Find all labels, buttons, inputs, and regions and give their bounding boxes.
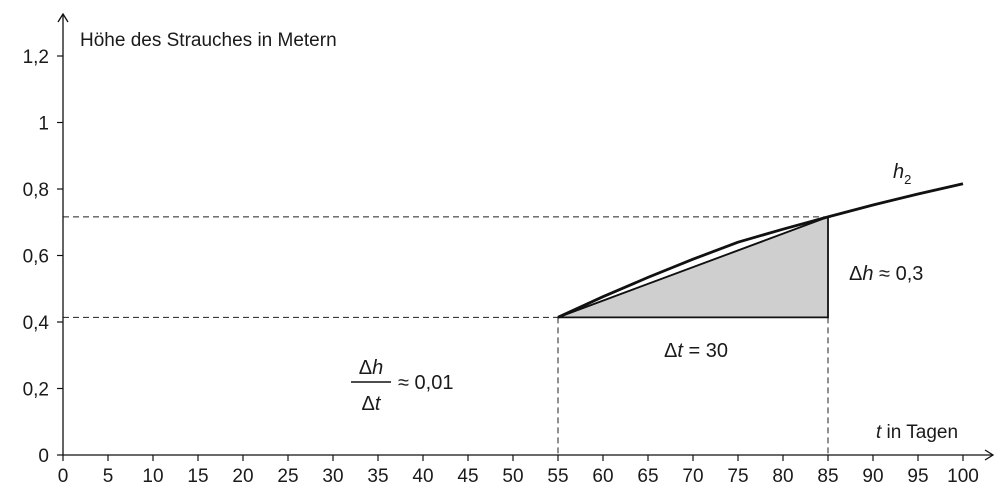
frac-num-prefix: Δ [359,357,372,379]
delta-t-label: Δt = 30 [664,340,728,362]
x-tick-label: 80 [772,466,793,487]
delta-t-prefix: Δ [664,340,677,362]
x-tick-label: 25 [277,466,298,487]
x-axis-variable: t [876,422,882,443]
delta-h-var: h [862,263,873,285]
x-tick-label: 100 [947,466,979,487]
delta-t-var: t [677,340,684,362]
delta-h-label: Δh ≈ 0,3 [849,263,923,285]
y-tick-label: 1 [38,114,49,135]
x-tick-label: 90 [862,466,883,487]
x-tick-label: 50 [502,466,523,487]
secant-line [557,216,829,319]
dashed-guides [63,216,829,455]
x-tick-label: 10 [142,466,163,487]
x-tick-label: 60 [592,466,613,487]
x-tick-label: 85 [817,466,838,487]
x-tick-label: 5 [103,466,114,487]
y-axis-label: Höhe des Strauches in Metern [80,30,337,51]
x-tick-label: 65 [637,466,658,487]
fraction-result: ≈ 0,01 [398,372,453,394]
axes [57,12,995,461]
delta-t-rest: = 30 [683,340,728,362]
x-tick-label: 30 [322,466,343,487]
x-tick-label: 0 [58,466,69,487]
x-tick-label: 40 [412,466,433,487]
x-tick-label: 35 [367,466,388,487]
x-tick-label: 15 [187,466,208,487]
series-name: h [893,161,904,183]
x-ticks: 0 5 10 15 20 25 30 35 40 45 50 55 60 65 70 75 80 85 90 95 10… [58,455,979,487]
delta-h-rest: ≈ 0,3 [873,263,923,285]
curve-h2 [557,182,964,319]
x-tick-label: 95 [907,466,928,487]
x-tick-label: 55 [547,466,568,487]
frac-den-var: t [375,393,382,415]
y-tick-label: 1,2 [23,47,49,68]
y-ticks: 0 0,2 0,4 0,6 0,8 1 1,2 [23,47,63,467]
x-tick-label: 75 [727,466,748,487]
x-axis-unit: in Tagen [881,422,958,443]
y-tick-label: 0 [38,446,49,467]
x-axis-arrow [984,449,995,461]
x-tick-label: 20 [232,466,253,487]
fraction-denominator: Δt [362,393,382,415]
fraction-numerator: Δh [359,357,383,379]
y-tick-label: 0,8 [23,180,49,201]
y-tick-label: 0,2 [23,380,49,401]
frac-den-prefix: Δ [362,393,375,415]
x-tick-label: 70 [682,466,703,487]
y-axis-arrow [57,12,69,23]
series-subscript: 2 [904,172,911,187]
x-tick-label: 45 [457,466,478,487]
frac-num-var: h [372,357,383,379]
y-tick-label: 0,4 [23,313,50,334]
x-axis-label: t in Tagen [876,422,958,443]
y-tick-label: 0,6 [23,247,49,268]
series-label: h2 [893,161,911,187]
delta-h-prefix: Δ [849,263,862,285]
